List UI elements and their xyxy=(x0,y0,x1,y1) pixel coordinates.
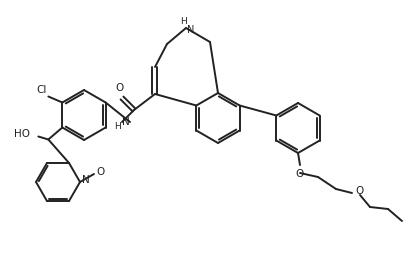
Text: Cl: Cl xyxy=(36,85,46,95)
Text: N: N xyxy=(187,25,194,35)
Text: O: O xyxy=(295,169,303,179)
Text: O: O xyxy=(115,83,124,93)
Text: N: N xyxy=(122,117,130,127)
Text: N: N xyxy=(82,175,90,185)
Text: O: O xyxy=(96,167,104,177)
Text: H: H xyxy=(114,122,121,130)
Text: H: H xyxy=(180,17,187,26)
Text: O: O xyxy=(354,186,362,196)
Text: HO: HO xyxy=(14,128,30,139)
